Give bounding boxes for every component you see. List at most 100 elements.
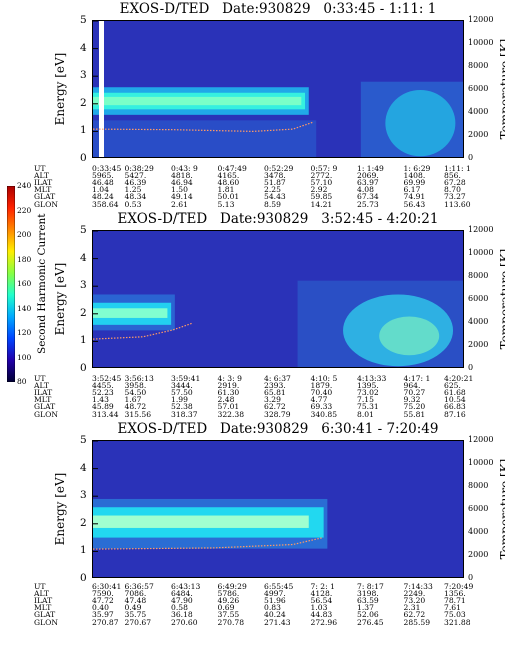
info-cell: 62.72 xyxy=(403,610,426,620)
info-cell: 37.55 xyxy=(217,610,240,620)
info-row-label: GLON xyxy=(34,199,58,209)
info-cell: 1356. xyxy=(444,589,466,599)
info-cell: 4.08 xyxy=(357,185,374,195)
info-cell: 2.31 xyxy=(403,603,421,613)
info-row-label: ILAT xyxy=(34,178,53,188)
info-cell: 270.67 xyxy=(124,617,152,627)
info-cell: 2069. xyxy=(357,171,379,181)
temperature-trace xyxy=(93,537,324,550)
colorbar-tick-label: 220 xyxy=(17,205,32,215)
info-cell: 52.23 xyxy=(92,388,114,398)
temperature-tick-label: 6000 xyxy=(468,84,489,93)
info-cell: 5.13 xyxy=(217,199,235,209)
energy-tick-label: 0 xyxy=(80,572,87,584)
info-cell: 7.61 xyxy=(444,603,461,613)
info-cell: 964. xyxy=(403,381,421,391)
info-cell: 47.90 xyxy=(171,596,193,606)
temperature-tick-label: 10000 xyxy=(468,38,494,47)
energy-tick-label: 2 xyxy=(80,306,87,319)
info-cell: 0:52:29 xyxy=(264,164,294,173)
energy-axis-label: Energy [eV] xyxy=(53,52,67,126)
info-cell: 47.48 xyxy=(124,596,147,606)
temperature-tick-label: 6000 xyxy=(468,294,489,303)
temperature-tick-label: 12000 xyxy=(468,15,494,24)
info-cell: 35.97 xyxy=(92,610,114,620)
info-cell: 73.27 xyxy=(444,192,466,202)
info-cell: 313.44 xyxy=(92,409,119,419)
info-cell: 625. xyxy=(444,381,461,391)
info-cell: 2.25 xyxy=(264,185,281,195)
info-cell: 272.96 xyxy=(310,617,338,627)
info-cell: 25.73 xyxy=(357,199,379,209)
info-cell: 3958. xyxy=(124,381,147,391)
info-cell: 5427. xyxy=(124,171,147,181)
temperature-tick-label: 4000 xyxy=(468,317,489,326)
info-row-label: UT xyxy=(34,374,46,383)
info-cell: 67.34 xyxy=(357,192,379,202)
info-row-label: UT xyxy=(34,164,46,173)
info-cell: 75.20 xyxy=(403,402,426,412)
info-row-label: ILAT xyxy=(34,596,53,606)
info-row-label: GLAT xyxy=(34,610,56,620)
energy-tick-label: 1 xyxy=(80,544,87,557)
info-cell: 322.38 xyxy=(217,409,245,419)
energy-tick-label: 4 xyxy=(80,461,87,474)
info-cell: 6:36:57 xyxy=(124,582,154,591)
info-cell: 61.68 xyxy=(444,388,466,398)
info-cell: 62.72 xyxy=(264,402,286,412)
info-cell: 59.85 xyxy=(310,192,333,202)
info-cell: 51.87 xyxy=(264,178,286,188)
colorbar-label: Second Harmonic Current xyxy=(36,213,48,354)
info-cell: 7590. xyxy=(92,589,114,599)
info-cell: 1.04 xyxy=(92,185,109,195)
energy-tick-label: 2 xyxy=(80,96,87,109)
info-cell: 49.14 xyxy=(171,192,193,202)
info-cell: 7:14:33 xyxy=(403,582,433,591)
info-cell: 4165. xyxy=(217,171,240,181)
info-cell: 55.81 xyxy=(403,409,426,419)
info-cell: 0.58 xyxy=(171,603,188,613)
energy-tick-label: 5 xyxy=(80,224,87,236)
info-row-label: UT xyxy=(34,582,46,591)
info-cell: 113.60 xyxy=(444,199,471,209)
info-cell: 1.50 xyxy=(171,185,188,195)
info-cell: 44.83 xyxy=(310,610,333,620)
info-cell: 6:55:45 xyxy=(264,582,294,591)
temperature-tick-label: 8000 xyxy=(468,481,489,490)
info-cell: 8.01 xyxy=(357,409,374,419)
colorbar-tick-label: 160 xyxy=(17,279,32,288)
info-cell: 78.71 xyxy=(444,596,466,606)
info-cell: 70.27 xyxy=(403,388,426,398)
info-cell: 856. xyxy=(444,171,461,181)
energy-tick-label: 5 xyxy=(80,14,87,26)
info-cell: 0:38:29 xyxy=(124,164,154,173)
info-cell: 4: 3: 9 xyxy=(217,374,242,383)
info-cell: 46.48 xyxy=(92,178,114,188)
info-cell: 4: 6:37 xyxy=(264,374,291,383)
info-row-label: GLON xyxy=(34,617,58,627)
temperature-tick-label: 0 xyxy=(468,153,474,162)
info-cell: 7086. xyxy=(124,589,147,599)
info-cell: 66.83 xyxy=(444,402,466,412)
info-row-label: GLON xyxy=(34,409,58,419)
info-cell: 47.72 xyxy=(92,596,114,606)
energy-tick-label: 3 xyxy=(80,279,87,292)
info-cell: 5786. xyxy=(217,589,240,599)
temperature-tick-label: 4000 xyxy=(468,527,489,536)
temperature-tick-label: 0 xyxy=(468,573,474,582)
info-cell: 0.40 xyxy=(92,603,109,613)
info-cell: 2393. xyxy=(264,381,286,391)
info-cell: 1.37 xyxy=(357,603,374,613)
info-cell: 56.54 xyxy=(310,596,333,606)
info-cell: 73.20 xyxy=(403,596,426,606)
info-row-label: ALT xyxy=(34,589,49,599)
temperature-tick-label: 2000 xyxy=(468,130,489,139)
info-row-label: GLAT xyxy=(34,402,56,412)
temperature-tick-label: 8000 xyxy=(468,271,489,280)
temperature-tick-label: 10000 xyxy=(468,458,494,467)
info-cell: 1.81 xyxy=(217,185,235,195)
info-cell: 3444. xyxy=(171,381,193,391)
info-cell: 7.15 xyxy=(357,395,374,405)
info-cell: 14.21 xyxy=(310,199,333,209)
colorbar-tick-label: 120 xyxy=(17,328,32,337)
